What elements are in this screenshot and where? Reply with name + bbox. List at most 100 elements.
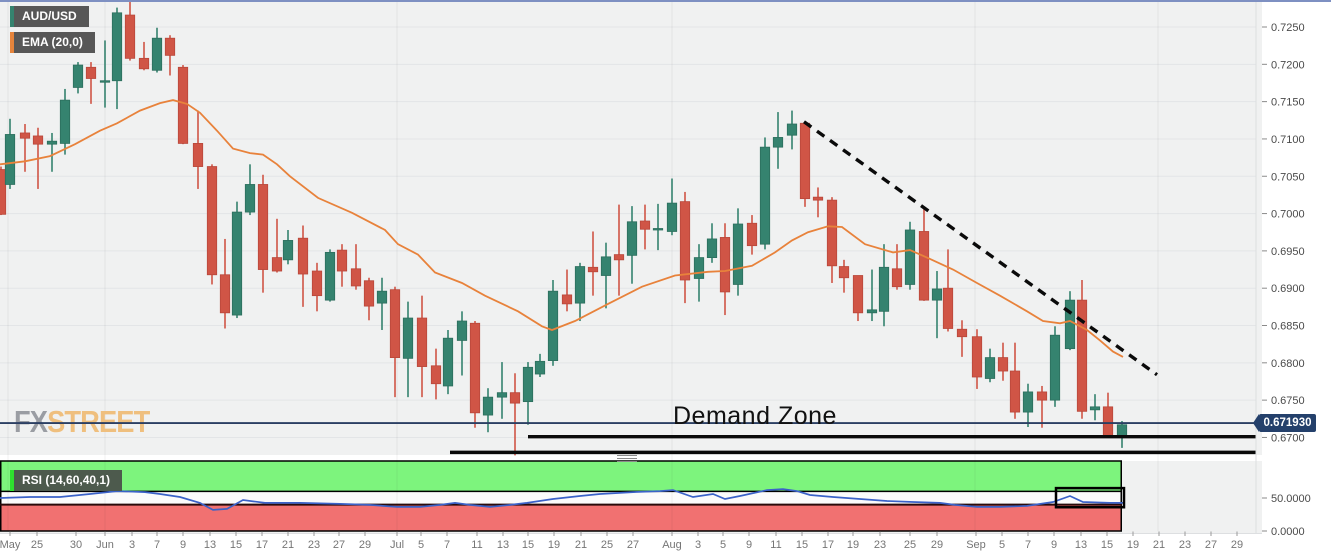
candle-body (442, 337, 454, 387)
candle-body (706, 238, 718, 258)
candle-body (46, 140, 58, 145)
candle-body (32, 135, 44, 145)
candle-body (177, 66, 189, 144)
date-tick-label: 21 (1153, 539, 1165, 551)
candle-body (639, 220, 651, 230)
candle-body (99, 80, 111, 83)
candle-body (124, 14, 136, 59)
date-tick-label: 3 (129, 539, 135, 551)
candle-body (693, 257, 705, 279)
price-tick-label: 0.7100 (1271, 134, 1305, 146)
candle-body (561, 294, 573, 305)
price-tick-label: 0.6950 (1271, 246, 1305, 258)
date-tick-label: 23 (1179, 539, 1191, 551)
candle-body (19, 132, 31, 139)
date-tick-label: 11 (770, 539, 781, 551)
candle-body (600, 256, 612, 276)
candle-body (534, 360, 546, 375)
demand-zone-label: Demand Zone (673, 402, 837, 430)
candle-body (244, 184, 256, 213)
panel-resize-handle-icon[interactable] (617, 455, 637, 462)
candle-body (1049, 334, 1061, 401)
price-axis-background (1262, 0, 1331, 558)
date-tick-label: Jul (390, 539, 404, 551)
date-tick-label: 7 (154, 539, 160, 551)
ema-label: EMA (20,0) (22, 35, 83, 49)
last-price-badge: 0.671930 (1253, 414, 1316, 432)
date-tick-label: 25 (601, 539, 613, 551)
price-tick-label: 0.7150 (1271, 97, 1305, 109)
candle-body (786, 123, 798, 136)
date-tick-label: 19 (1127, 539, 1139, 551)
candle-body (151, 37, 163, 71)
candle-body (971, 336, 983, 378)
date-tick-label: 30 (70, 539, 82, 551)
candle-body (1076, 299, 1088, 412)
rsi-line (0, 488, 1123, 511)
candle-body (311, 270, 323, 297)
candle-body (1009, 370, 1021, 413)
date-tick-label: 19 (548, 539, 560, 551)
candle-body (719, 237, 731, 293)
candle-body (812, 196, 824, 201)
date-tick-label: 7 (1025, 539, 1031, 551)
ema-badge: EMA (20,0) (10, 32, 95, 53)
candle-body (799, 122, 811, 200)
date-tick-label: 15 (1101, 539, 1113, 551)
candle-body (942, 287, 954, 329)
candle-body (852, 275, 864, 314)
candle-body (1102, 406, 1114, 437)
date-tick-label: 27 (1205, 539, 1217, 551)
rsi-badge: RSI (14,60,40,1) (10, 470, 123, 491)
rsi-highlight-box (1054, 486, 1126, 509)
rsi-oversold-zone (0, 504, 1122, 531)
candle-body (72, 64, 84, 88)
date-tick-label: 9 (1051, 539, 1057, 551)
date-tick-label: 21 (575, 539, 587, 551)
candle-body (1036, 391, 1048, 401)
date-tick-label: 29 (359, 539, 371, 551)
last-price-value: 0.671930 (1263, 417, 1312, 429)
rsi-tick-label: 0.0000 (1271, 526, 1305, 538)
symbol-accent-bar (10, 6, 14, 27)
candle-body (336, 249, 348, 272)
candle-body (430, 365, 442, 385)
candle-body (257, 184, 269, 270)
candle-body (509, 392, 521, 404)
candle-body (732, 223, 744, 285)
candle-body (138, 57, 150, 70)
candle-body (652, 228, 664, 231)
candle-body (324, 251, 336, 301)
candle-body (469, 322, 481, 414)
date-tick-label: 25 (904, 539, 916, 551)
candle-body (574, 266, 586, 304)
candle-body (376, 290, 388, 304)
date-tick-label: May (0, 539, 21, 551)
symbol-badge: AUD/USD (10, 6, 89, 27)
price-tick-label: 0.7250 (1271, 22, 1305, 34)
candle-body (759, 146, 771, 245)
candle-body (826, 199, 838, 267)
date-tick-label: 13 (497, 539, 509, 551)
candle-body (389, 289, 401, 358)
candle-body (219, 274, 231, 314)
candle-body (1116, 424, 1128, 438)
candle-body (838, 266, 850, 279)
window-top-border (0, 0, 1331, 2)
date-tick-label: 17 (822, 539, 834, 551)
candle-body (85, 66, 97, 79)
price-tick-label: 0.6900 (1271, 283, 1305, 295)
price-tick-label: 0.6800 (1271, 358, 1305, 370)
candle-body (746, 222, 758, 247)
price-tick-label: 0.6750 (1271, 395, 1305, 407)
date-tick-label: Sep (966, 539, 986, 551)
price-tick-label: 0.6700 (1271, 432, 1305, 444)
candle-body (111, 12, 123, 82)
rsi-overbought-zone (0, 461, 1122, 492)
candle-body (1089, 406, 1101, 411)
candle-body (164, 37, 176, 56)
price-badge-arrow-icon (1253, 414, 1259, 432)
candle-body (1064, 299, 1076, 350)
